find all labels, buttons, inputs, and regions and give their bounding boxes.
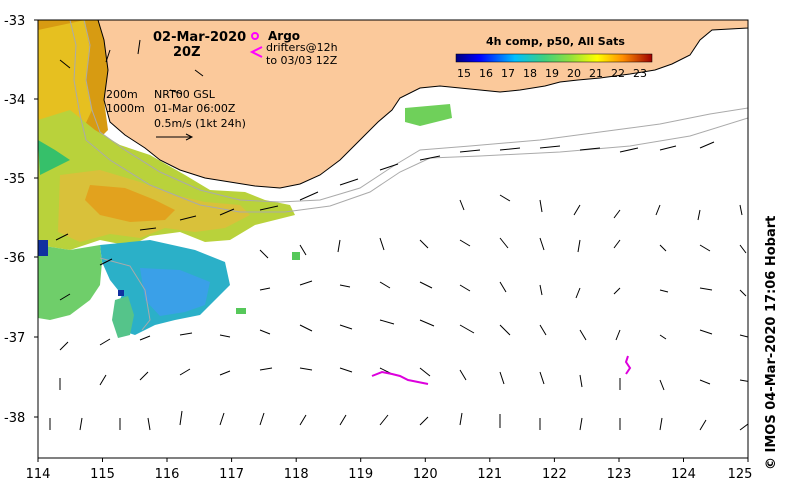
argo-label: Argo <box>268 29 300 43</box>
lon-tick: 124 <box>671 467 696 482</box>
lon-tick: 114 <box>26 467 51 482</box>
drifter-marker-icon <box>249 46 263 58</box>
sst-field <box>38 20 452 338</box>
lat-tick: -38 <box>4 411 25 426</box>
lon-tick: 123 <box>607 467 632 482</box>
lat-tick: -33 <box>4 14 25 29</box>
colorbar-title: 4h comp, p50, All Sats <box>486 35 625 48</box>
lat-tick: -34 <box>4 93 25 108</box>
lon-tick: 120 <box>413 467 438 482</box>
lon-tick: 119 <box>348 467 373 482</box>
colorbar-tick: 20 <box>567 67 581 80</box>
lat-tick: -36 <box>4 251 25 266</box>
altimetry-product: NRT00 GSL <box>154 88 216 101</box>
colorbar-tick: 19 <box>545 67 559 80</box>
colorbar-tick: 23 <box>633 67 647 80</box>
lon-axis: 114 115 116 117 118 119 120 121 122 123 … <box>26 458 753 482</box>
scale-arrow-label: 0.5m/s (1kt 24h) <box>154 117 246 130</box>
colorbar-tick: 17 <box>501 67 515 80</box>
colorbar-tick: 18 <box>523 67 537 80</box>
colorbar-tick: 22 <box>611 67 625 80</box>
lon-tick: 115 <box>90 467 115 482</box>
altimetry-time: 01-Mar 06:00Z <box>154 102 236 115</box>
colorbar: 4h comp, p50, All Sats 15 16 17 18 19 20… <box>455 35 653 80</box>
colorbar-tick: 15 <box>457 67 471 80</box>
lon-tick: 121 <box>477 467 502 482</box>
credit-label: © IMOS 04-Mar-2020 17:06 Hobart <box>764 216 779 470</box>
lon-tick: 116 <box>155 467 180 482</box>
bathymetry-label-1000m: 1000m <box>106 102 145 115</box>
bathymetry-contours <box>69 20 748 331</box>
map-plot-area <box>38 20 748 431</box>
argo-drifter-legend: Argo drifters@12h to 03/03 12Z <box>249 29 338 67</box>
credit-text: IMOS 04-Mar-2020 17:06 Hobart <box>764 215 779 453</box>
drifters-until-label: to 03/03 12Z <box>266 54 338 67</box>
bathymetry-label-200m: 200m <box>106 88 138 101</box>
drifters-label: drifters@12h <box>266 41 338 54</box>
lat-tick: -37 <box>4 331 25 346</box>
time-label: 20Z <box>173 45 201 60</box>
lon-tick: 117 <box>219 467 244 482</box>
date-label: 02-Mar-2020 <box>153 30 246 45</box>
colorbar-gradient <box>455 53 653 63</box>
scale-arrow-icon <box>156 133 194 141</box>
colorbar-tick: 16 <box>479 67 493 80</box>
current-vectors <box>49 39 748 431</box>
lon-tick: 118 <box>284 467 309 482</box>
plot-frame <box>37 19 749 459</box>
lon-tick: 122 <box>542 467 567 482</box>
argo-marker-icon <box>251 32 259 40</box>
drifter-tracks <box>371 355 632 385</box>
colorbar-tick: 21 <box>589 67 603 80</box>
lat-axis: -33 -34 -35 -36 -37 -38 <box>4 14 38 426</box>
lat-tick: -35 <box>4 172 25 187</box>
copyright-icon: © <box>764 457 779 470</box>
lon-tick: 125 <box>728 467 753 482</box>
